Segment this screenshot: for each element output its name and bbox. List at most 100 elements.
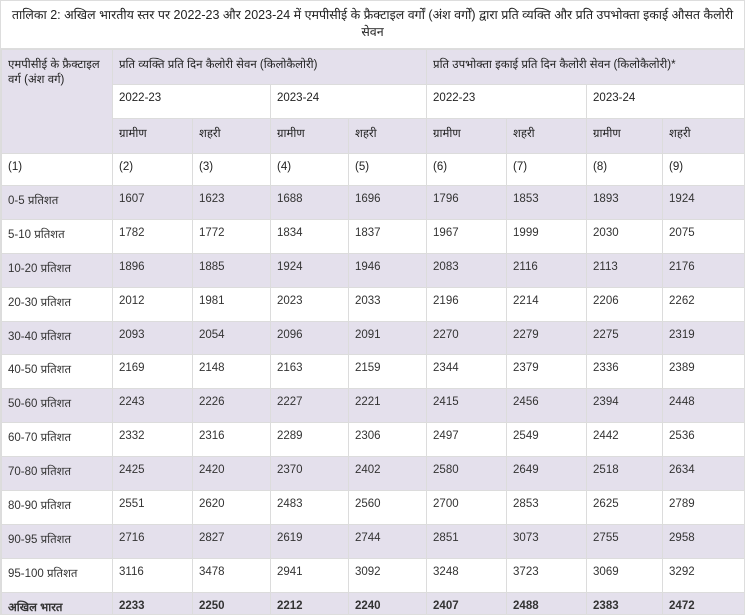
table-cell: 1981 <box>192 286 271 322</box>
table-cell: 1796 <box>426 185 508 220</box>
table-cell: 2755 <box>586 523 664 559</box>
table-cell: 2580 <box>426 456 508 492</box>
table-cell: 2649 <box>506 456 588 492</box>
table-row: 30-40 प्रतिशत 2093 2054 2096 2091 2270 2279 227… <box>1 320 744 356</box>
row-label: 10-20 प्रतिशत <box>1 252 113 288</box>
table-cell: 2262 <box>662 286 744 322</box>
table-cell: 2033 <box>347 286 428 322</box>
table-cell: 1607 <box>112 185 193 220</box>
column-number: (7) <box>506 153 588 186</box>
table-cell: 2250 <box>192 591 271 614</box>
row-label: 70-80 प्रतिशत <box>1 456 113 492</box>
table-cell: 1696 <box>347 185 428 220</box>
table-cell: 2275 <box>586 320 664 356</box>
table-cell: 2279 <box>506 320 588 356</box>
table-cell: 2116 <box>506 252 588 288</box>
table-cell: 2420 <box>192 456 271 492</box>
year-header: 2022-23 <box>112 84 271 119</box>
table-cell: 2054 <box>192 320 271 356</box>
sector-header: शहरी <box>662 118 744 154</box>
table-cell: 2941 <box>270 557 349 593</box>
table-cell: 1782 <box>112 218 193 254</box>
table-cell: 1623 <box>192 185 271 220</box>
table-cell: 1885 <box>192 252 271 288</box>
table-cell: 2448 <box>662 388 744 424</box>
table-cell: 2113 <box>586 252 664 288</box>
table-cell: 2407 <box>426 591 508 614</box>
table-cell: 2415 <box>426 388 508 424</box>
table-cell: 3478 <box>192 557 271 593</box>
header-row-column-numbers: (1) (2) (3) (4) (5) (6) (7) (8) (9) <box>1 153 744 186</box>
table-cell: 2214 <box>506 286 588 322</box>
table-cell: 2270 <box>426 320 508 356</box>
table-cell: 2240 <box>347 591 428 614</box>
table-cell: 2851 <box>426 523 508 559</box>
table-cell: 2196 <box>426 286 508 322</box>
table-cell: 2483 <box>270 490 349 525</box>
column-number: (4) <box>270 153 349 186</box>
table-cell: 2096 <box>270 320 349 356</box>
table-row: 90-95 प्रतिशत 2716 2827 2619 2744 2851 3073 275… <box>1 523 744 559</box>
table-cell: 2383 <box>586 591 664 614</box>
row-label: 40-50 प्रतिशत <box>1 354 113 390</box>
table-cell: 2958 <box>662 523 744 559</box>
sector-header: शहरी <box>192 118 271 154</box>
table-row: 5-10 प्रतिशत 1782 1772 1834 1837 1967 1999 2030… <box>1 218 744 254</box>
table-cell: 2316 <box>192 422 271 458</box>
row-label: 90-95 प्रतिशत <box>1 523 113 559</box>
year-header: 2023-24 <box>586 84 744 119</box>
sector-header: शहरी <box>347 118 428 154</box>
column-number: (3) <box>192 153 271 186</box>
table-cell: 1834 <box>270 218 349 254</box>
table-cell: 1946 <box>347 252 428 288</box>
table-cell: 2619 <box>270 523 349 559</box>
sector-header: शहरी <box>506 118 588 154</box>
row-label: 60-70 प्रतिशत <box>1 422 113 458</box>
table-cell: 2023 <box>270 286 349 322</box>
table-cell: 2370 <box>270 456 349 492</box>
row-label: 20-30 प्रतिशत <box>1 286 113 322</box>
table-cell: 2212 <box>270 591 349 614</box>
table-row: 0-5 प्रतिशत 1607 1623 1688 1696 1796 1853 1893 1… <box>1 185 744 220</box>
table-cell: 3069 <box>586 557 664 593</box>
table-cell: 2634 <box>662 456 744 492</box>
table-cell: 2472 <box>662 591 744 614</box>
table-cell: 2536 <box>662 422 744 458</box>
table-cell: 2789 <box>662 490 744 525</box>
table-cell: 2560 <box>347 490 428 525</box>
column-number: (9) <box>662 153 744 186</box>
table-cell: 2221 <box>347 388 428 424</box>
table-cell: 3723 <box>506 557 588 593</box>
table-cell: 2497 <box>426 422 508 458</box>
table-cell: 3292 <box>662 557 744 593</box>
table-cell: 2176 <box>662 252 744 288</box>
table-cell: 2700 <box>426 490 508 525</box>
table-row: 70-80 प्रतिशत 2425 2420 2370 2402 2580 2649 251… <box>1 456 744 492</box>
table-row: 20-30 प्रतिशत 2012 1981 2023 2033 2196 2214 220… <box>1 286 744 322</box>
table-cell: 2306 <box>347 422 428 458</box>
table-cell: 2083 <box>426 252 508 288</box>
table-cell: 2169 <box>112 354 193 390</box>
table-cell: 1853 <box>506 185 588 220</box>
table-row: 60-70 प्रतिशत 2332 2316 2289 2306 2497 2549 244… <box>1 422 744 458</box>
table-cell: 2226 <box>192 388 271 424</box>
table-cell: 2148 <box>192 354 271 390</box>
table-cell: 2389 <box>662 354 744 390</box>
table-cell: 2518 <box>586 456 664 492</box>
column-number: (5) <box>347 153 428 186</box>
table-cell: 2030 <box>586 218 664 254</box>
table-row: 10-20 प्रतिशत 1896 1885 1924 1946 2083 2116 211… <box>1 252 744 288</box>
row-label: 95-100 प्रतिशत <box>1 557 113 593</box>
header-row-groups: एमपीसीई के फ्रैक्टाइल वर्ग (अंश वर्ग) प्… <box>1 49 744 154</box>
header-row-years: 2022-23 2023-24 2022-23 2023-24 <box>2 84 744 119</box>
column-number: (2) <box>112 153 193 186</box>
row-label: 5-10 प्रतिशत <box>1 218 113 254</box>
table-cell: 2012 <box>112 286 193 322</box>
table-cell: 1772 <box>192 218 271 254</box>
table-cell: 2289 <box>270 422 349 458</box>
table-title: तालिका 2: अखिल भारतीय स्तर पर 2022-23 और… <box>1 1 744 49</box>
group-header-per-person: प्रति व्यक्ति प्रति दिन कैलोरी सेवन (किल… <box>111 49 428 85</box>
table-cell: 2163 <box>270 354 349 390</box>
sector-header: ग्रामीण <box>586 118 664 154</box>
column-number: (1) <box>1 153 113 186</box>
